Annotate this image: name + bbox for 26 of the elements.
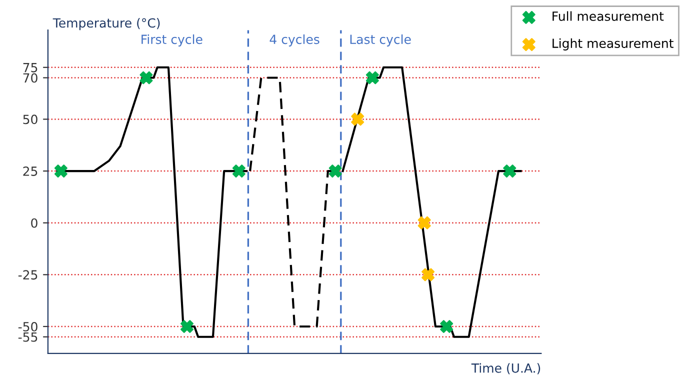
- legend-label: Full measurement: [552, 11, 664, 21]
- y-tick-label: -25: [18, 270, 38, 280]
- point: [440, 320, 454, 333]
- y-tick-label: -55: [18, 332, 38, 342]
- y-tick-label: -50: [18, 322, 38, 332]
- y-tick-label: 70: [23, 73, 38, 83]
- y-axis-title: Temperature (°C): [52, 18, 160, 30]
- annotation: Last cycle: [350, 34, 411, 46]
- point: [503, 164, 516, 178]
- point: [422, 268, 435, 282]
- point: [351, 112, 364, 126]
- point: [366, 71, 379, 84]
- legend-label: Light measurement: [552, 38, 674, 50]
- point: [54, 164, 68, 178]
- y-tick-label: 75: [23, 63, 38, 72]
- point: [140, 71, 153, 84]
- point: [418, 216, 431, 230]
- point: [180, 320, 194, 333]
- y-tick-label: 50: [23, 114, 38, 124]
- y-tick-label: 25: [23, 166, 38, 176]
- point: [328, 164, 342, 178]
- y-tick-label: 0: [31, 218, 38, 228]
- point: [232, 164, 246, 178]
- x-axis-title: Time (U.A.): [471, 363, 540, 374]
- annotation: 4 cycles: [270, 34, 320, 46]
- annotation: First cycle: [142, 34, 202, 46]
